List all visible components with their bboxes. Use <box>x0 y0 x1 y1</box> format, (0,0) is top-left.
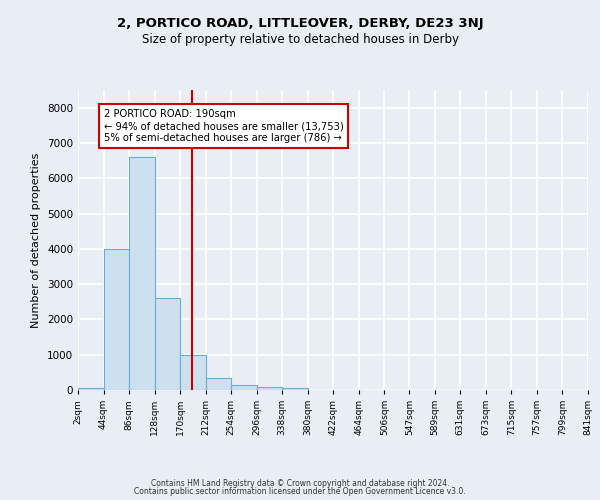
Bar <box>155 298 180 390</box>
Bar <box>104 249 129 390</box>
Text: 2 PORTICO ROAD: 190sqm
← 94% of detached houses are smaller (13,753)
5% of semi-: 2 PORTICO ROAD: 190sqm ← 94% of detached… <box>104 110 343 142</box>
Bar <box>282 388 308 390</box>
Text: Size of property relative to detached houses in Derby: Size of property relative to detached ho… <box>142 32 458 46</box>
Bar <box>206 378 231 390</box>
Bar <box>257 387 282 390</box>
Bar <box>231 386 257 390</box>
Y-axis label: Number of detached properties: Number of detached properties <box>31 152 41 328</box>
Text: Contains HM Land Registry data © Crown copyright and database right 2024.: Contains HM Land Registry data © Crown c… <box>151 478 449 488</box>
Bar <box>129 157 155 390</box>
Bar <box>78 388 104 390</box>
Text: 2, PORTICO ROAD, LITTLEOVER, DERBY, DE23 3NJ: 2, PORTICO ROAD, LITTLEOVER, DERBY, DE23… <box>116 18 484 30</box>
Text: Contains public sector information licensed under the Open Government Licence v3: Contains public sector information licen… <box>134 487 466 496</box>
Bar <box>180 356 206 390</box>
